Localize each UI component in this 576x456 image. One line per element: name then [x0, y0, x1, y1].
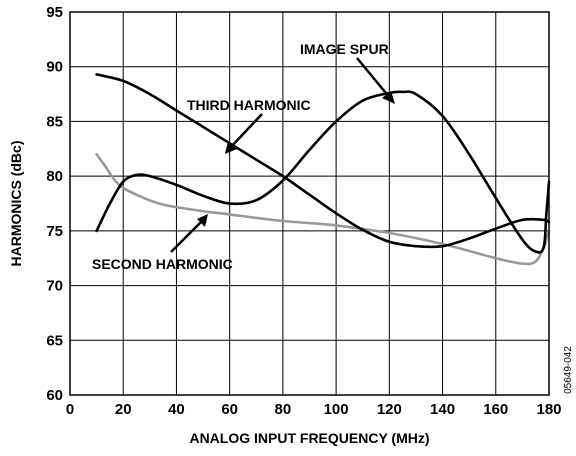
y-tick-label: 65	[46, 332, 63, 349]
x-tick-label: 100	[324, 401, 349, 418]
x-tick-label: 180	[536, 401, 561, 418]
second-harmonic-arrowhead	[197, 214, 208, 227]
y-tick-labels: 60 65 70 75 80 85 90 95	[46, 4, 63, 404]
x-tick-label: 0	[66, 401, 74, 418]
y-tick-label: 95	[46, 4, 63, 21]
annotation-image-spur: IMAGE SPUR	[300, 41, 389, 57]
figure-id: 05649-042	[563, 346, 574, 394]
y-tick-label: 60	[46, 387, 63, 404]
y-axis-title: HARMONICS (dBc)	[8, 141, 24, 267]
x-tick-label: 140	[430, 401, 455, 418]
y-tick-label: 90	[46, 59, 63, 76]
y-tick-label: 70	[46, 278, 63, 295]
series-lines	[95, 73, 551, 266]
annotation-arrows	[170, 57, 395, 253]
x-axis-title: ANALOG INPUT FREQUENCY (MHz)	[189, 430, 429, 446]
third-harmonic-arrowhead	[225, 141, 237, 154]
x-tick-label: 120	[377, 401, 402, 418]
plot-frame	[69, 11, 550, 396]
image-spur-arrow	[356, 57, 391, 99]
third-harmonic-arrow	[229, 113, 263, 149]
x-tick-label: 40	[168, 401, 185, 418]
x-tick-labels: 0 20 40 60 80 100 120 140 160 180	[66, 401, 562, 418]
grid-lines	[69, 11, 550, 396]
annotation-second-harmonic: SECOND HARMONIC	[92, 256, 233, 272]
series-line-second-harmonic	[95, 153, 551, 266]
annotation-third-harmonic: THIRD HARMONIC	[187, 97, 311, 113]
x-tick-label: 60	[221, 401, 238, 418]
x-tick-label: 160	[483, 401, 508, 418]
x-tick-label: 80	[275, 401, 292, 418]
series-line-image-spur	[95, 90, 551, 254]
y-tick-label: 80	[46, 168, 63, 185]
x-tick-label: 20	[115, 401, 132, 418]
y-tick-label: 75	[46, 223, 63, 240]
second-harmonic-arrow	[170, 219, 204, 253]
y-tick-label: 85	[46, 113, 63, 130]
series-line-third-harmonic	[95, 73, 551, 249]
image-spur-arrowhead	[382, 91, 395, 104]
